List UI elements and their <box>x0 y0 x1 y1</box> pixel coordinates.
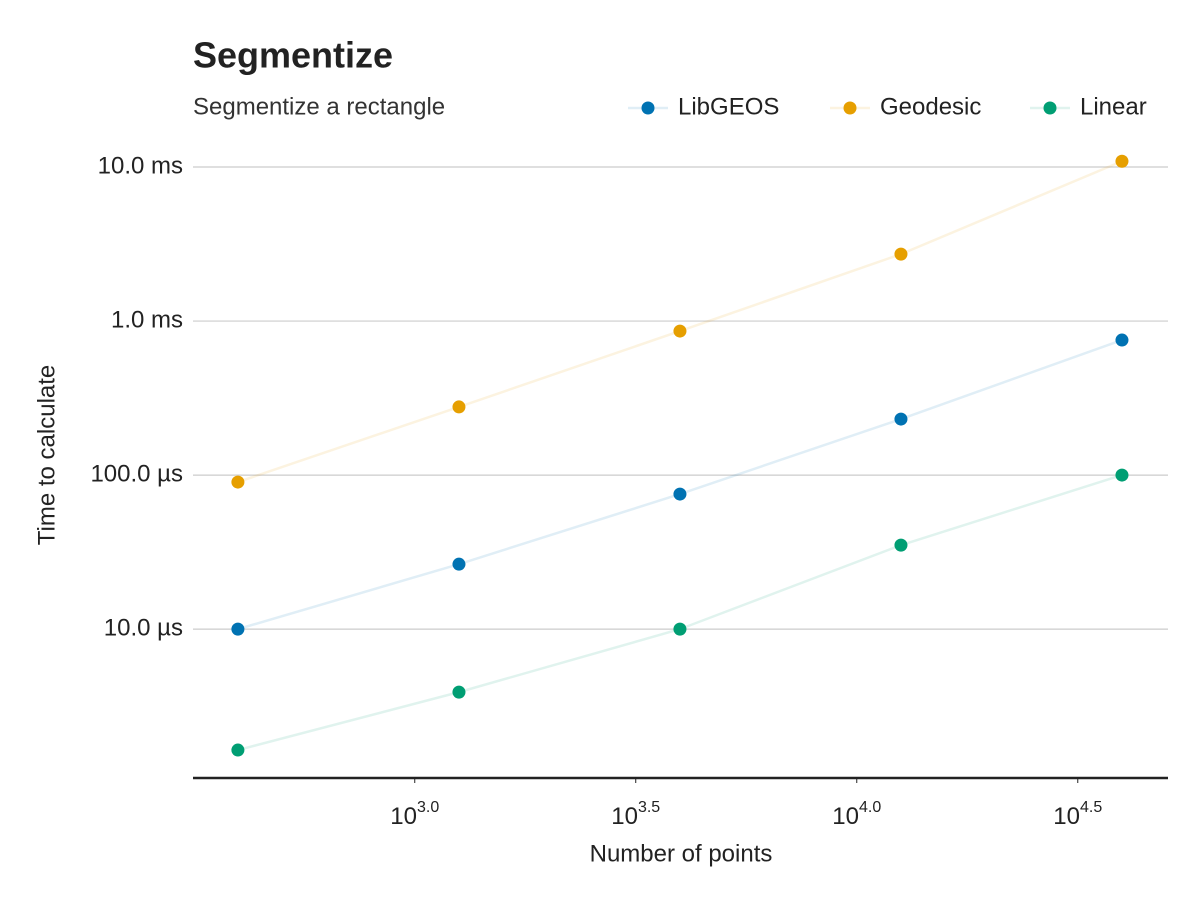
legend-label: Linear <box>1080 93 1147 120</box>
legend-marker <box>1043 101 1057 115</box>
x-tick-label: 103.5 <box>611 799 660 830</box>
x-tick-label: 103.0 <box>390 799 439 830</box>
data-point <box>894 412 908 426</box>
data-point <box>673 487 687 501</box>
data-point <box>231 743 245 757</box>
x-axis-label: Number of points <box>590 840 773 867</box>
data-point <box>452 685 466 699</box>
data-point <box>1115 333 1129 347</box>
data-point <box>231 622 245 636</box>
x-tick-label: 104.0 <box>832 799 881 830</box>
data-point <box>1115 154 1129 168</box>
data-point <box>1115 468 1129 482</box>
legend-marker <box>641 101 655 115</box>
data-point <box>452 557 466 571</box>
series-line <box>237 473 1123 752</box>
legend-label: LibGEOS <box>678 93 779 120</box>
series-line <box>237 160 1123 484</box>
y-tick-label: 1.0 ms <box>111 306 183 333</box>
y-tick-label: 100.0 µs <box>90 460 183 487</box>
series-line <box>237 338 1123 631</box>
data-point <box>452 400 466 414</box>
chart-subtitle: Segmentize a rectangle <box>193 93 445 120</box>
data-point <box>673 622 687 636</box>
data-point <box>673 324 687 338</box>
legend-label: Geodesic <box>880 93 981 120</box>
y-axis-label: Time to calculate <box>33 365 60 546</box>
x-tick-label: 104.5 <box>1053 799 1102 830</box>
data-point <box>894 247 908 261</box>
y-tick-label: 10.0 ms <box>98 152 183 179</box>
legend-marker <box>843 101 857 115</box>
data-point <box>231 475 245 489</box>
data-point <box>894 538 908 552</box>
chart-title: Segmentize <box>193 35 393 76</box>
y-tick-label: 10.0 µs <box>104 614 183 641</box>
